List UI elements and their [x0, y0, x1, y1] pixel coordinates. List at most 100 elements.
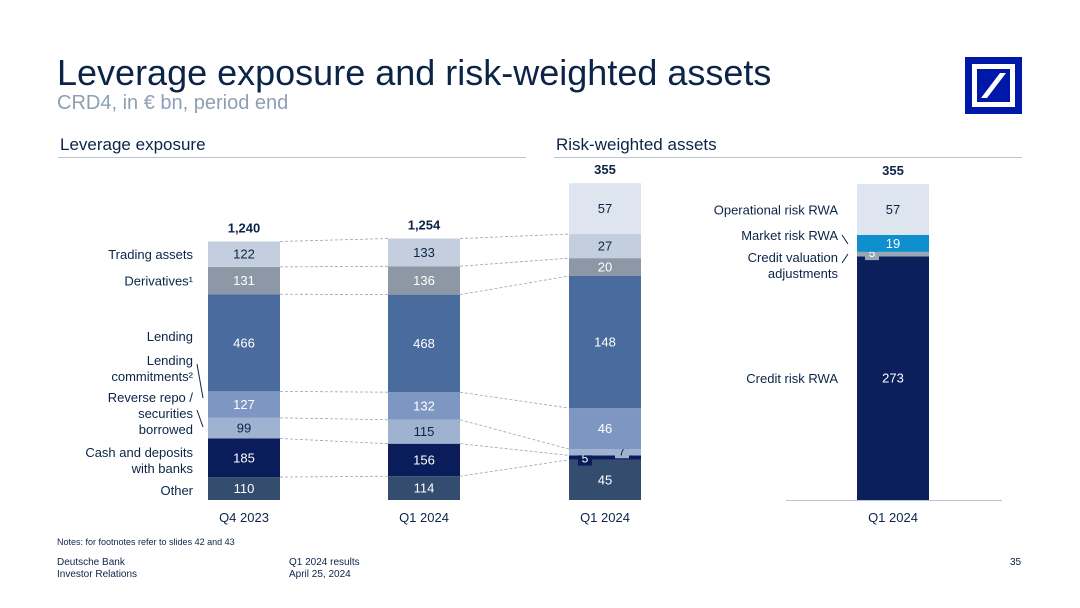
legend-label-other-line0: Other	[160, 483, 193, 498]
leverage-q1-2024-value-other: 114	[414, 481, 435, 496]
leverage-total-q1-2024: 1,254	[408, 218, 441, 233]
connector-trading	[459, 233, 570, 239]
rwa-by-category-bar-reverse-repo-securities-borrowed	[569, 449, 641, 456]
leverage-q4-2023-value-cash-and-deposits-with-banks: 185	[233, 450, 255, 465]
leverage-q1-2024-bar-trading-assets	[388, 238, 460, 267]
connector-q4-q1-other	[279, 475, 389, 478]
rwa-by-category-total: 355	[594, 162, 616, 177]
footer-company-line1: Deutsche Bank	[57, 557, 125, 568]
connector-lending-commitments	[459, 391, 570, 409]
rwa-by-category-value-cash-and-deposits-with-banks: 5	[582, 452, 589, 466]
leverage-q1-2024-value-lending: 468	[413, 336, 435, 351]
connector-cash	[459, 443, 570, 456]
legend-pointer-reverse-repo	[196, 409, 204, 428]
section-divider-right	[554, 157, 1022, 158]
connector-other	[459, 459, 570, 477]
leverage-q1-2024-bar-cash-and-deposits-with-banks	[388, 443, 460, 477]
rwa-by-category-bar-lending-commitments	[569, 408, 641, 450]
connector-q4-q1-derivatives	[279, 265, 389, 268]
leverage-q4-2023-bar-lending-commitments	[208, 391, 280, 418]
leverage-q4-2023-value-derivatives: 131	[233, 273, 255, 288]
rwa-by-category-value-other: 45	[598, 472, 612, 487]
leverage-q1-2024-bar-lending-commitments	[388, 392, 460, 420]
legend-label-derivatives-line0: Derivatives¹	[124, 274, 193, 289]
rwa-by-type-bar-credit-risk-rwa	[857, 256, 929, 500]
legend-label-operational-risk: Operational risk RWA	[714, 202, 839, 217]
legend-pointer-cva	[841, 253, 849, 264]
leverage-q1-2024-bar-lending	[388, 294, 460, 393]
legend-label-market-risk: Market risk RWA	[741, 228, 838, 243]
footer-report-line1: Q1 2024 results	[289, 557, 360, 568]
leverage-q4-2023-value-lending-commitments: 127	[233, 397, 255, 412]
legend-label-lending-commitments-line1: commitments²	[111, 369, 193, 384]
page-subtitle: CRD4, in € bn, period end	[57, 92, 289, 114]
rwa-by-category-bar-other	[569, 459, 641, 500]
leverage-q4-2023-value-other: 110	[234, 481, 255, 496]
leverage-q1-2024-value-trading-assets: 133	[413, 245, 435, 260]
rwa-by-category-value-reverse-repo-securities-borrowed: 7	[619, 444, 626, 458]
connector-reverse-repo	[459, 419, 570, 450]
leverage-q1-2024-bar-derivatives	[388, 266, 460, 295]
rwa-by-type-total: 355	[882, 163, 904, 178]
x-tick-label-q1-2024: Q1 2024	[399, 510, 449, 525]
legend-label-cash-line1: with banks	[131, 461, 194, 476]
leverage-q4-2023-bar-lending	[208, 294, 280, 392]
leverage-q4-2023-bar-trading-assets	[208, 241, 280, 267]
connector-q4-q1-reverse-repo	[279, 417, 389, 421]
legend-label-lending-commitments-line0: Lending	[147, 353, 193, 368]
legend-label-credit-risk: Credit risk RWA	[746, 371, 838, 386]
x-tick-label-rwa-by-type: Q1 2024	[868, 510, 918, 525]
legend-pointer-lending-commitments	[196, 363, 204, 399]
rwa-by-category-bar-derivatives	[569, 258, 641, 276]
rwa-by-type-bar-credit-valuation-adjustments	[857, 251, 929, 257]
rwa-by-category-bar-trading-assets	[569, 234, 641, 259]
page-title: Leverage exposure and risk-weighted asse…	[57, 52, 772, 93]
leverage-q4-2023-value-lending: 466	[233, 335, 255, 350]
leverage-q1-2024-bar-other	[388, 476, 460, 500]
section-title-rwa: Risk-weighted assets	[556, 135, 717, 154]
rwa-by-category-value-derivatives: 20	[598, 260, 612, 275]
leverage-q1-2024-value-derivatives: 136	[413, 273, 435, 288]
leverage-q4-2023-bar-cash-and-deposits-with-banks	[208, 438, 280, 478]
rwa-by-category-bar-cash-and-deposits-with-banks	[569, 455, 641, 460]
rwa-by-category-value-trading-assets: 27	[598, 239, 612, 254]
connector-q4-q1-trading	[279, 238, 389, 242]
footnote-text: Notes: for footnotes refer to slides 42 …	[57, 537, 235, 547]
rwa-by-category-value-operational-risk-rwa: 57	[598, 201, 612, 216]
legend-label-reverse-repo-line1: securities	[138, 406, 193, 421]
leverage-q1-2024-bar-reverse-repo-securities-borrowed	[388, 419, 460, 444]
footer-report: Q1 2024 results April 25, 2024	[289, 557, 360, 581]
rwa-by-category-bar-lending	[569, 275, 641, 409]
deutsche-bank-logo-icon	[965, 57, 1022, 114]
legend-label-trading-line0: Trading assets	[108, 247, 193, 262]
leverage-q1-2024-value-cash-and-deposits-with-banks: 156	[413, 452, 435, 467]
rwa-by-type-value-operational-risk-rwa: 57	[886, 202, 900, 217]
connector-derivatives	[459, 257, 570, 267]
rwa-by-category-value-lending: 148	[594, 335, 616, 350]
x-tick-label-rwa-by-category: Q1 2024	[580, 510, 630, 525]
section-title-leverage: Leverage exposure	[60, 135, 206, 154]
leverage-q4-2023-value-reverse-repo-securities-borrowed: 99	[237, 421, 251, 436]
rwa-by-type-value-market-risk-rwa: 19	[886, 236, 900, 251]
rwa-by-type-value-credit-risk-rwa: 273	[882, 371, 904, 386]
rwa-by-category-value-lending-commitments: 46	[598, 421, 612, 436]
legend-label-cva-line1: adjustments	[768, 266, 839, 281]
rwa-by-type-bar-operational-risk-rwa	[857, 184, 929, 235]
leverage-q4-2023-bar-derivatives	[208, 266, 280, 295]
rwa-by-type-value-credit-valuation-adjustments: 5	[869, 246, 876, 260]
rwa-by-type-bar-market-risk-rwa	[857, 234, 929, 252]
leverage-q4-2023-bar-reverse-repo-securities-borrowed	[208, 417, 280, 439]
page-number: 35	[1010, 557, 1022, 568]
footer-company-line2: Investor Relations	[57, 569, 138, 580]
legend-label-reverse-repo-line0: Reverse repo /	[108, 390, 194, 405]
x-tick-label-q4-2023: Q4 2023	[219, 510, 269, 525]
connector-lending	[459, 275, 570, 296]
legend-pointer-market-risk	[841, 234, 849, 245]
leverage-q4-2023-bar-other	[208, 477, 280, 500]
leverage-q1-2024-value-reverse-repo-securities-borrowed: 115	[414, 424, 435, 439]
leverage-q1-2024-value-lending-commitments: 132	[413, 398, 435, 413]
legend-label-cva-line0: Credit valuation	[748, 250, 838, 265]
legend-label-cash-line0: Cash and deposits	[85, 445, 193, 460]
leverage-total-q4-2023: 1,240	[228, 220, 261, 235]
